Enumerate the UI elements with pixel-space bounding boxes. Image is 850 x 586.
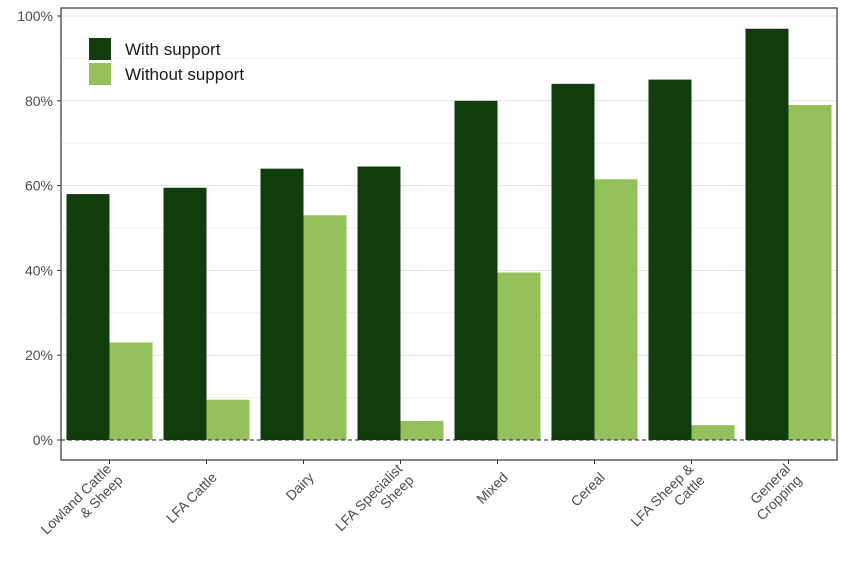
x-tick-label: Mixed xyxy=(473,469,511,507)
y-tick-label: 20% xyxy=(25,347,53,363)
legend: With support Without support xyxy=(89,38,244,85)
bar-without-support xyxy=(109,342,153,440)
bar-without-support xyxy=(788,105,832,440)
x-tick-label: LFA Sheep &Cattle xyxy=(627,460,708,541)
bar-with-support xyxy=(66,194,110,440)
plot-border xyxy=(60,7,838,461)
bar-without-support xyxy=(691,425,735,440)
legend-label: Without support xyxy=(125,65,244,84)
y-tick-label: 40% xyxy=(25,262,53,278)
bar-without-support xyxy=(303,215,347,440)
x-tick-label: LFA SpecialistSheep xyxy=(332,460,417,545)
x-tick-label: LFA Cattle xyxy=(163,469,220,526)
bar-with-support xyxy=(357,166,401,440)
bar-without-support xyxy=(400,420,444,440)
x-tick-label: Lowland Cattle& Sheep xyxy=(38,460,126,548)
bar-with-support xyxy=(260,168,304,440)
bar-with-support xyxy=(454,100,498,441)
bar-without-support xyxy=(594,179,638,441)
x-tick-label: GeneralCropping xyxy=(742,461,805,524)
axes: 0% 20% 40% 60% 80% 100% Lowland Cattle& Sheep L… xyxy=(17,7,838,548)
y-tick-label: 60% xyxy=(25,178,53,194)
x-tick-label: Dairy xyxy=(282,469,316,503)
bar-with-support xyxy=(745,28,789,440)
y-tick-label: 80% xyxy=(25,93,53,109)
legend-label: With support xyxy=(125,40,221,59)
y-tick-label: 100% xyxy=(17,8,53,24)
bar-with-support xyxy=(648,79,692,440)
bar-with-support xyxy=(551,83,595,440)
y-tick-label: 0% xyxy=(33,432,53,448)
x-tick-label: Cereal xyxy=(567,469,607,509)
bars xyxy=(66,28,832,441)
bar-without-support xyxy=(206,399,250,440)
bar-with-support xyxy=(163,187,207,440)
legend-key-with-support xyxy=(89,38,111,60)
legend-key-without-support xyxy=(89,63,111,85)
bar-without-support xyxy=(497,272,541,440)
